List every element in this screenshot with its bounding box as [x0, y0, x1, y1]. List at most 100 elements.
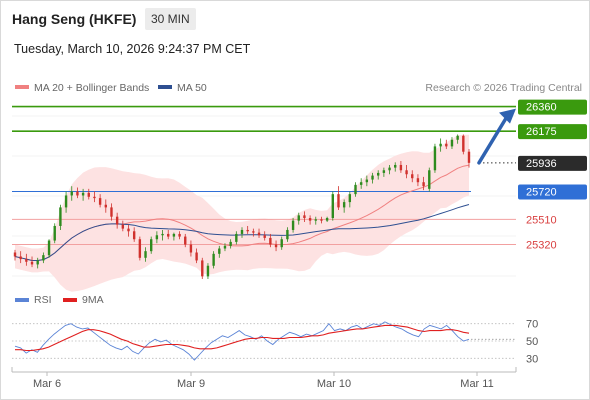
candle-body [13, 252, 17, 257]
candle-body [314, 219, 317, 221]
candle-body [371, 175, 374, 180]
candle-body [274, 244, 278, 248]
candle-body [25, 259, 28, 262]
candle-body [388, 167, 391, 171]
candle-body [394, 164, 397, 168]
level-label-bg [518, 99, 587, 115]
candle-body [399, 164, 403, 171]
candle-body [462, 135, 465, 152]
candle-body [422, 182, 425, 187]
level-label-bg [518, 155, 587, 171]
candle-body [42, 255, 45, 261]
legend-label-9ma: 9MA [82, 294, 104, 306]
legend-swatch-9ma [63, 298, 77, 302]
candle-body [201, 260, 204, 277]
candle-body [297, 215, 300, 221]
rsi-tick-label: 70 [526, 319, 538, 331]
candle-body [93, 196, 96, 199]
candle-body [229, 241, 232, 246]
candle-body [138, 239, 142, 258]
legend-swatch-ma20 [15, 85, 29, 89]
candle-body [127, 228, 130, 232]
candle-body [212, 253, 215, 266]
candle-body [144, 251, 147, 258]
instrument-title: Hang Seng (HKFE) [12, 11, 137, 27]
candle-body [110, 207, 113, 217]
candle-body [189, 244, 193, 253]
level-labels: 26360 26175 25936 25720 25510 25320 [477, 99, 587, 252]
candle-body [263, 235, 266, 238]
candle-body [155, 235, 159, 240]
candle-body [121, 224, 125, 229]
candle-body [70, 191, 73, 196]
level-label-resistance: 26360 [526, 102, 557, 114]
candle-body [303, 215, 306, 219]
candle-body [115, 216, 119, 225]
candle-body [411, 174, 414, 179]
candle-body [64, 195, 68, 208]
datetime-label: Tuesday, March 10, 2026 9:24:37 PM CET [14, 42, 251, 56]
candle-body [325, 218, 329, 221]
legend-swatch-ma50 [158, 85, 172, 89]
bollinger-bands [15, 134, 469, 292]
timeframe-badge[interactable]: 30 MIN [145, 8, 196, 30]
candle-body [456, 135, 459, 140]
x-tick-label: Mar 6 [33, 378, 61, 390]
candle-body [235, 233, 238, 242]
candle-body [132, 231, 136, 240]
x-tick-label: Mar 10 [317, 378, 351, 390]
candle-body [98, 198, 102, 205]
candle-body [172, 233, 176, 237]
candle-body [184, 236, 187, 245]
key-levels [12, 105, 516, 246]
candle-body [382, 170, 386, 173]
candle-body [161, 233, 164, 236]
candle-body [252, 231, 255, 233]
candle-body [218, 248, 221, 254]
rsi-ma-line [15, 324, 470, 352]
rsi-panel: RSI 9MA 70 50 30 [12, 294, 538, 365]
legend: MA 20 + Bollinger Bands MA 50 Research © 2… [15, 82, 582, 94]
candle-body [445, 143, 448, 147]
candle-body [150, 239, 153, 252]
candle-body [405, 170, 408, 175]
candle-body [30, 261, 34, 265]
level-label-pivot: 25720 [526, 186, 557, 198]
credit-text: Research © 2026 Trading Central [425, 82, 582, 94]
candle-body [342, 202, 346, 208]
candle-body [59, 207, 62, 226]
x-axis: Mar 6 Mar 9 Mar 10 Mar 11 [11, 367, 517, 390]
forecast-arrow-head [499, 108, 516, 124]
candle-body [240, 229, 244, 234]
candle-body [308, 218, 312, 221]
candle-body [450, 139, 454, 147]
legend-swatch-rsi [15, 298, 29, 302]
candles [13, 134, 471, 280]
candle-body [81, 192, 85, 196]
candle-body [354, 184, 357, 195]
candle-body [19, 256, 22, 260]
candle-body [365, 179, 369, 183]
bollinger-area [15, 134, 469, 292]
candle-body [467, 151, 471, 163]
rsi-tick-label: 30 [526, 353, 538, 365]
candle-body [337, 194, 340, 208]
legend-label-ma20: MA 20 + Bollinger Bands [34, 82, 149, 94]
candle-body [36, 260, 39, 265]
candle-body [348, 194, 352, 203]
level-label-support: 25320 [526, 240, 557, 252]
level-label-bg [518, 124, 587, 140]
candle-body [377, 172, 380, 176]
candle-body [320, 219, 323, 221]
candle-body [167, 233, 170, 237]
forecast-arrow [477, 114, 509, 165]
candle-body [53, 225, 56, 241]
candle-body [280, 239, 283, 248]
candle-body [76, 191, 79, 196]
x-tick-label: Mar 9 [177, 378, 205, 390]
candle-body [47, 240, 51, 256]
candle-body [269, 237, 272, 245]
candle-body [178, 233, 181, 237]
candle-body [246, 229, 249, 232]
